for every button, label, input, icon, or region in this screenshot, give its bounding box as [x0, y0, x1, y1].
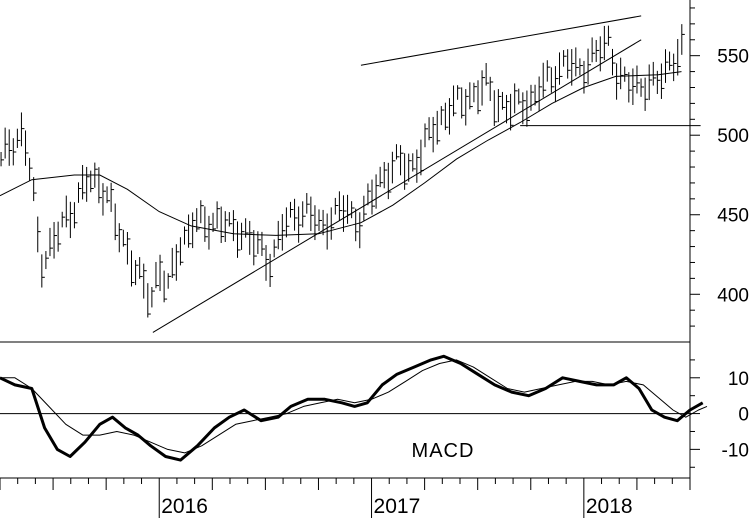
indicator-y-tick-label: 0: [738, 405, 749, 426]
indicator-label: MACD: [412, 440, 475, 462]
indicator-y-tick-label: -10: [722, 440, 749, 461]
trendline: [360, 15, 642, 66]
moving-average-line: [0, 71, 682, 236]
trendline: [152, 39, 642, 333]
signal-line: [0, 359, 708, 454]
price-moving-average: [0, 71, 682, 236]
price-y-tick-label: 500: [717, 126, 749, 147]
macd-line: [0, 354, 704, 462]
price-y-axis: 400 450 500 550: [690, 7, 749, 327]
indicator-panel: 10 0 -10 MACD: [0, 354, 749, 468]
x-tick-label: 2017: [374, 495, 421, 518]
indicator-y-axis: 10 0 -10: [690, 359, 749, 468]
indicator-y-tick-label: 10: [728, 369, 749, 390]
price-panel: 400 450 500 550: [0, 7, 749, 333]
indicator-series: [0, 354, 708, 462]
price-y-tick-label: 400: [717, 285, 749, 306]
x-tick-label: 2016: [161, 495, 208, 518]
trendlines: [152, 15, 701, 333]
price-bars: [0, 24, 685, 318]
x-axis: 2016 2017 2018: [0, 478, 691, 518]
x-tick-label: 2018: [586, 495, 633, 518]
price-y-tick-label: 450: [717, 206, 749, 227]
price-y-tick-label: 550: [717, 47, 749, 68]
